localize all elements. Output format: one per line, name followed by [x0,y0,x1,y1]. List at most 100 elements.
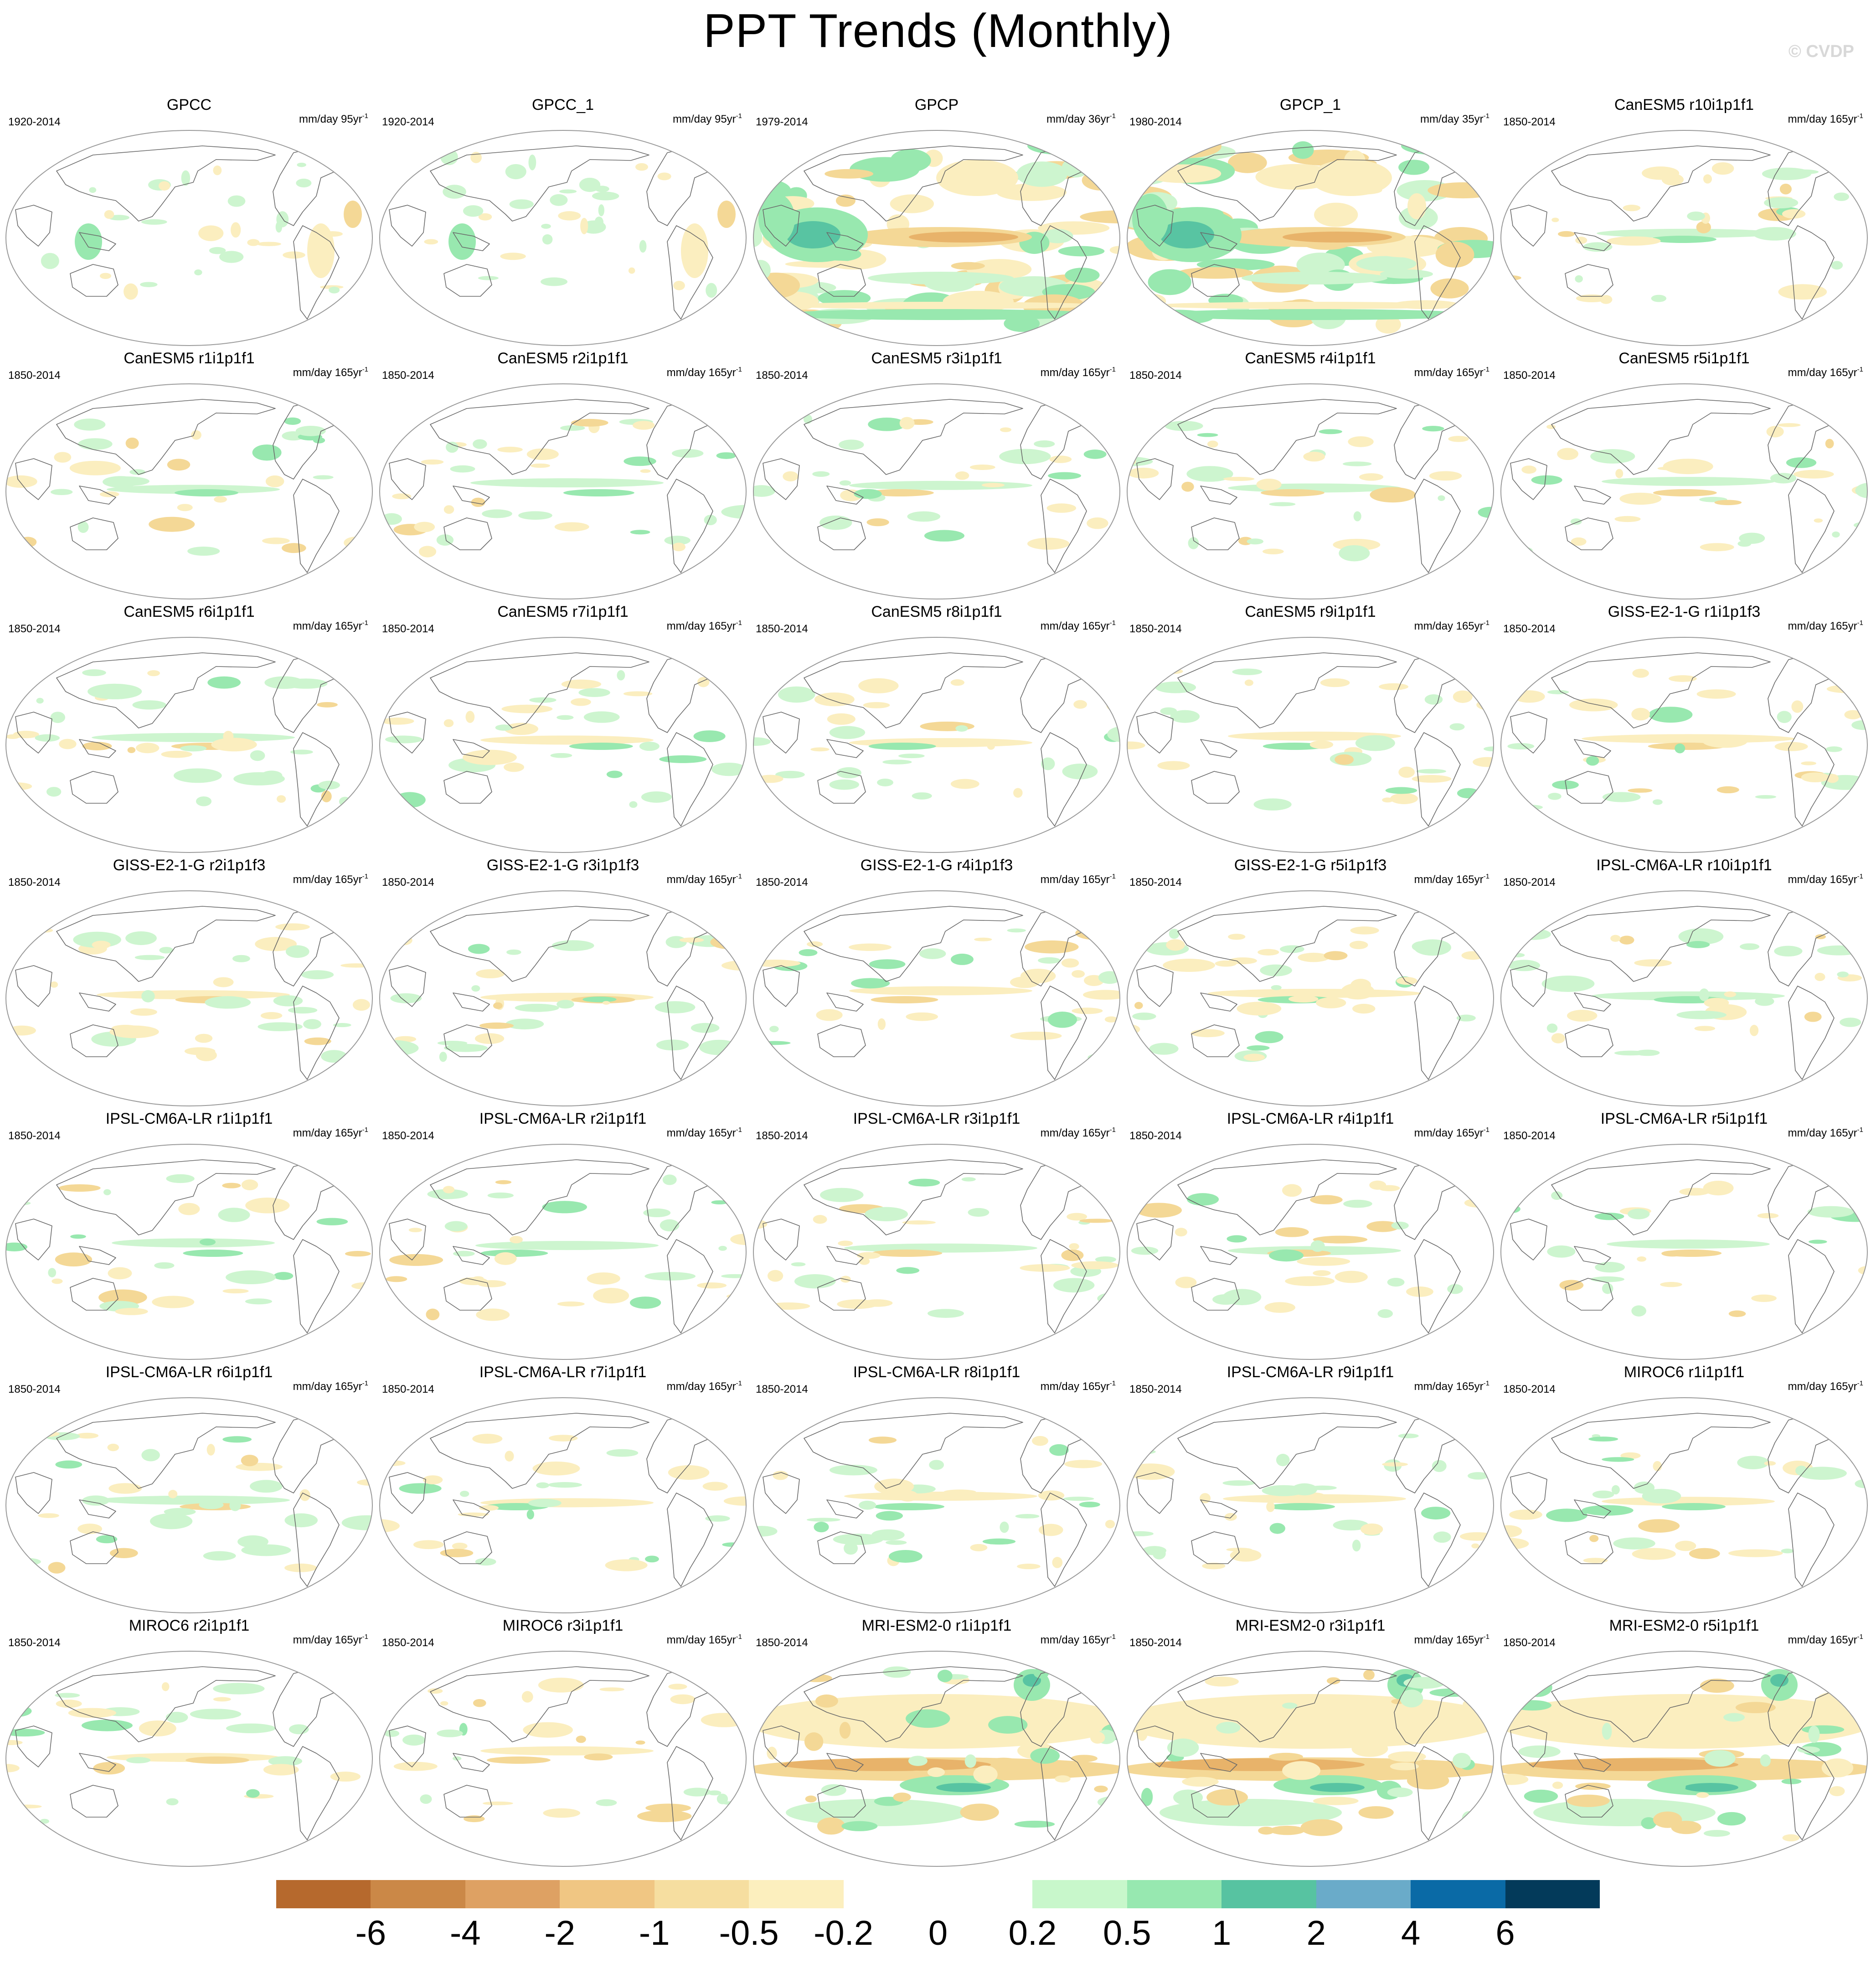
trend-patch [299,1489,310,1501]
panel-units-exponent: -1 [736,619,742,627]
trend-patch [1262,548,1284,554]
trend-patch [1058,246,1105,257]
trend-patch [505,1018,544,1030]
trend-patch [1501,275,1521,281]
trend-patch [623,691,653,697]
trend-patch [543,1808,581,1818]
colorbar-label: -0.2 [814,1914,874,1953]
trend-patch [1052,1557,1063,1568]
trend-patch [1704,1750,1736,1767]
trend-patch [1739,532,1765,544]
trend-patch [141,990,155,1002]
trend-patch [126,1757,151,1763]
trend-band [569,743,633,750]
trend-patch [265,475,284,487]
trend-patch [799,949,818,956]
map-panel: IPSL-CM6A-LR r4i1p1f1 1850-2014 mm/day 165… [1123,1110,1498,1363]
trend-patch [582,996,617,1002]
colorbar-label: -0.5 [719,1914,779,1953]
trend-patch [1514,690,1545,703]
coastline [667,732,713,827]
panel-units-text: mm/day 165yr [1414,1634,1484,1646]
panel-years: 1850-2014 [756,876,808,889]
coastline [1414,225,1461,320]
trend-patch [1501,1428,1523,1442]
trend-patch [1369,1180,1386,1190]
trend-patch [1222,1480,1256,1486]
trend-patch [1310,1195,1343,1204]
panel-units-text: mm/day 165yr [666,1634,736,1646]
trend-patch [1749,1025,1759,1036]
trend-patch [592,191,619,201]
trend-band [844,1492,1037,1501]
map-outline [753,637,1120,853]
trend-patch [81,1720,133,1731]
trend-patch [1335,754,1354,765]
trend-patch [1260,964,1292,976]
trend-patch [1000,427,1011,432]
trend-patch [851,978,890,989]
trend-patch [173,768,222,783]
map-outline [379,1144,747,1360]
colorbar-swatch [1316,1880,1411,1908]
map-outline [1127,637,1494,853]
panel-title: IPSL-CM6A-LR r6i1p1f1 [105,1364,273,1381]
trend-patch [213,165,222,176]
trend-patch [1087,517,1108,529]
trend-patch [207,676,241,689]
panel-units-text: mm/day 165yr [293,1634,362,1646]
trend-patch [439,1052,447,1062]
trend-patch [1602,792,1641,802]
trend-patch [109,1025,159,1038]
trend-patch [414,522,435,532]
trend-patch [639,240,647,253]
trend-patch [673,280,685,290]
trend-patch [1794,470,1834,479]
panel-years: 1850-2014 [382,1637,434,1649]
trend-patch [810,747,830,752]
trend-patch [1398,160,1430,175]
coastline [453,1499,490,1519]
trend-patch [1266,1501,1275,1512]
trend-patch [1829,1786,1845,1797]
trend-patch [1781,1549,1794,1554]
world-map [379,1651,747,1867]
trend-patch [818,290,871,306]
coastline [56,652,276,728]
trend-patch [1320,678,1350,687]
trend-patch [629,1297,661,1309]
panel-title: IPSL-CM6A-LR r9i1p1f1 [1227,1364,1394,1381]
trend-patch [1391,1221,1409,1229]
trend-patch [587,1272,620,1285]
panel-units-exponent: -1 [1483,1126,1489,1134]
trend-patch [476,1308,510,1321]
trend-patch [1764,197,1799,209]
trend-patch [1521,465,1536,474]
trend-patch [1205,1676,1239,1687]
trend-patch [839,439,864,450]
trend-patch [1602,1457,1634,1462]
trend-patch [1166,939,1185,951]
trend-patch [1313,1235,1368,1244]
trend-patch [104,210,114,219]
trend-patch [985,1711,1005,1717]
coastline [1510,965,1547,1007]
trend-patch [1356,256,1417,272]
trend-patch [1589,1534,1599,1542]
coastline [804,145,1023,222]
trend-patch [999,449,1051,465]
trend-patch [1247,1045,1270,1051]
colorbar-label: 4 [1401,1914,1421,1953]
trend-patch [285,945,309,958]
trend-patch [154,1517,180,1526]
coastline [826,486,864,505]
coastline [1200,1499,1237,1519]
trend-patch [1546,424,1556,429]
trend-patch [1025,940,1079,954]
trend-patch [6,1242,28,1252]
trend-patch [1641,1817,1657,1829]
trend-patch [1157,761,1190,770]
trend-patch [1837,971,1849,977]
coastline [15,1472,52,1514]
panel-years: 1850-2014 [756,1637,808,1649]
